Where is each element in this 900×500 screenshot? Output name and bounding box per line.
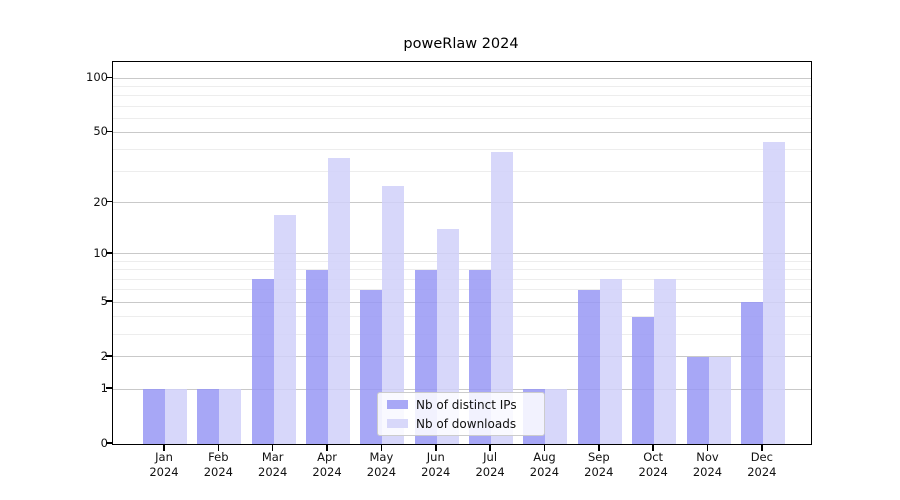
gridline bbox=[113, 171, 811, 173]
x-axis-tick bbox=[271, 444, 274, 451]
bar-downloads bbox=[762, 142, 785, 444]
legend-swatch-downloads bbox=[387, 419, 408, 428]
y-axis-tick bbox=[106, 300, 112, 302]
chart-title: poweRlaw 2024 bbox=[403, 36, 519, 52]
x-axis-tick bbox=[380, 444, 383, 451]
y-axis-tick bbox=[106, 387, 112, 389]
gridline bbox=[113, 117, 811, 119]
y-axis-tick-label: 1 bbox=[100, 381, 108, 396]
x-axis-tick bbox=[652, 444, 654, 451]
y-axis-tick bbox=[106, 200, 112, 203]
gridline bbox=[113, 95, 811, 97]
x-axis-tick bbox=[598, 444, 600, 451]
bar-distinct-ips bbox=[740, 302, 763, 444]
legend-item-downloads: Nb of downloads bbox=[378, 416, 544, 432]
legend-item-distinct-ips: Nb of distinct IPs bbox=[378, 397, 544, 413]
bar-downloads bbox=[708, 356, 731, 444]
x-axis-month-label: Feb 2024 bbox=[203, 450, 233, 479]
bar-downloads bbox=[328, 157, 351, 444]
bar-downloads bbox=[599, 279, 622, 444]
plot-area bbox=[112, 61, 812, 445]
bar-downloads bbox=[382, 185, 405, 444]
gridline bbox=[113, 289, 811, 291]
x-axis-month-label: Dec 2024 bbox=[747, 450, 777, 479]
gridline bbox=[113, 301, 811, 303]
bar-distinct-ips bbox=[251, 279, 274, 444]
gridline bbox=[113, 77, 811, 79]
gridline bbox=[113, 278, 811, 280]
bar-distinct-ips bbox=[360, 289, 383, 444]
bar-distinct-ips bbox=[632, 316, 655, 444]
legend-label-downloads: Nb of downloads bbox=[416, 416, 517, 431]
bar-distinct-ips bbox=[143, 389, 165, 444]
x-axis-month-label: Apr 2024 bbox=[312, 450, 342, 479]
bar-downloads bbox=[273, 214, 296, 444]
x-axis-month-label: Sep 2024 bbox=[584, 450, 614, 479]
x-axis-tick bbox=[217, 444, 220, 451]
bar-downloads bbox=[491, 151, 514, 444]
bar-downloads bbox=[545, 389, 568, 444]
y-axis-tick-label: 50 bbox=[93, 124, 108, 139]
y-axis-tick bbox=[106, 252, 112, 254]
bar-downloads bbox=[654, 279, 677, 444]
x-axis-month-label: Mar 2024 bbox=[258, 450, 288, 479]
gridline bbox=[113, 202, 811, 204]
bar-downloads bbox=[165, 389, 187, 444]
gridline bbox=[113, 356, 811, 358]
y-axis-tick-label: 2 bbox=[100, 348, 108, 363]
gridline bbox=[113, 149, 811, 151]
x-axis-month-label: Jul 2024 bbox=[475, 450, 505, 479]
bar-downloads bbox=[436, 229, 459, 444]
x-axis-tick bbox=[435, 444, 437, 451]
y-axis-tick-label: 5 bbox=[100, 294, 108, 308]
x-axis-month-label: Jan 2024 bbox=[149, 450, 179, 479]
x-axis-month-label: Nov 2024 bbox=[692, 450, 723, 479]
bar-distinct-ips bbox=[306, 269, 329, 444]
gridline bbox=[113, 333, 811, 335]
y-axis-tick-label: 100 bbox=[86, 70, 108, 85]
gridline bbox=[113, 269, 811, 271]
y-axis-tick bbox=[106, 76, 112, 78]
gridline bbox=[113, 105, 811, 107]
x-axis-month-label: May 2024 bbox=[366, 450, 397, 479]
x-axis-tick bbox=[163, 444, 165, 451]
gridline bbox=[113, 131, 811, 133]
y-axis-tick bbox=[106, 355, 112, 357]
x-axis-tick bbox=[761, 444, 763, 451]
bar-distinct-ips bbox=[577, 289, 600, 444]
gridline bbox=[113, 388, 811, 390]
x-axis-tick bbox=[543, 444, 546, 451]
x-axis-tick bbox=[489, 444, 491, 451]
gridline bbox=[113, 253, 811, 255]
y-axis-tick-label: 20 bbox=[93, 194, 108, 209]
legend: Nb of distinct IPs Nb of downloads bbox=[377, 392, 545, 436]
x-axis-month-label: Oct 2024 bbox=[638, 450, 668, 479]
y-axis-tick bbox=[106, 442, 112, 444]
bar-downloads bbox=[219, 389, 242, 444]
x-axis-month-label: Aug 2024 bbox=[529, 450, 560, 479]
x-axis-tick bbox=[326, 444, 328, 451]
y-axis-tick-label: 10 bbox=[93, 245, 108, 260]
gridline bbox=[113, 315, 811, 317]
x-axis-month-label: Jun 2024 bbox=[421, 450, 451, 479]
gridline bbox=[113, 86, 811, 88]
bar-distinct-ips bbox=[686, 356, 709, 444]
y-axis-tick-label: 0 bbox=[100, 436, 108, 450]
legend-label-distinct-ips: Nb of distinct IPs bbox=[416, 397, 517, 412]
gridline bbox=[113, 261, 811, 263]
x-axis-tick bbox=[706, 444, 709, 451]
y-axis-tick bbox=[106, 130, 112, 133]
bar-distinct-ips bbox=[197, 389, 220, 444]
legend-swatch-distinct-ips bbox=[387, 400, 408, 409]
